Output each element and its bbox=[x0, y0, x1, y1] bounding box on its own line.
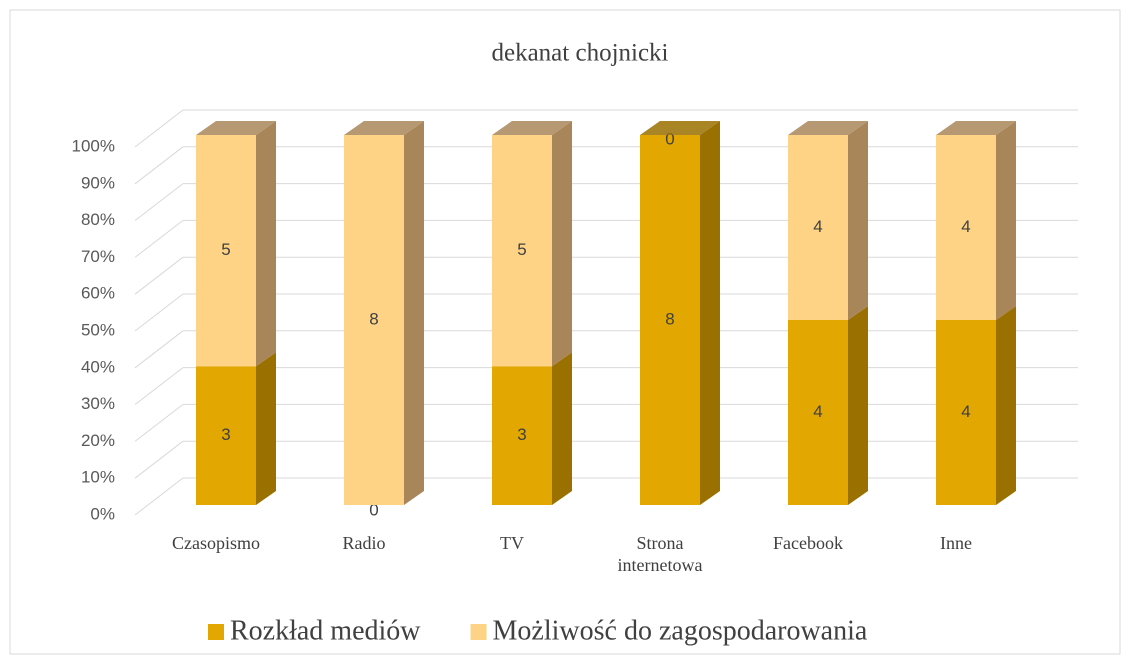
bar bbox=[788, 320, 848, 505]
bar-top bbox=[788, 121, 868, 135]
bar bbox=[344, 135, 404, 505]
bar-side bbox=[700, 121, 720, 505]
side-grid-line bbox=[134, 293, 184, 332]
bar bbox=[196, 366, 256, 505]
y-tick-label: 50% bbox=[81, 320, 115, 339]
x-tick-label: Czasopismo bbox=[172, 533, 260, 553]
side-grid-line bbox=[134, 477, 184, 516]
bar-side bbox=[996, 121, 1016, 320]
x-tick-label: Inne bbox=[940, 533, 972, 553]
data-label: 3 bbox=[517, 425, 526, 444]
y-tick-label: 70% bbox=[81, 247, 115, 266]
bar-side bbox=[996, 306, 1016, 505]
chart-title: dekanat chojnicki bbox=[491, 40, 668, 67]
legend-swatch bbox=[208, 624, 224, 640]
x-tick-label: Facebook bbox=[773, 533, 843, 553]
bar bbox=[640, 135, 700, 505]
bar-top bbox=[936, 121, 1016, 135]
y-tick-label: 80% bbox=[81, 210, 115, 229]
legend-swatch bbox=[470, 624, 487, 640]
data-label: 3 bbox=[221, 425, 230, 444]
side-grid-line bbox=[134, 256, 184, 295]
side-grid-line bbox=[134, 330, 184, 369]
y-tick-label: 60% bbox=[81, 284, 115, 303]
bar-side bbox=[552, 121, 572, 367]
x-tick-label: Strona internetowa bbox=[618, 533, 703, 575]
data-label: 5 bbox=[221, 240, 230, 259]
side-grid-line bbox=[134, 109, 184, 148]
y-tick-label: 40% bbox=[81, 357, 115, 376]
y-tick-label: 90% bbox=[81, 173, 115, 192]
y-tick-label: 100% bbox=[72, 136, 115, 155]
bar-side bbox=[404, 121, 424, 505]
bar-side bbox=[848, 306, 868, 505]
bar-side bbox=[256, 352, 276, 505]
bar-top bbox=[492, 121, 572, 135]
legend-label: Możliwość do zagospodarowania bbox=[493, 615, 868, 646]
legend-label: Rozkład mediów bbox=[230, 615, 421, 646]
side-grid-line bbox=[134, 367, 184, 405]
bar bbox=[492, 135, 552, 367]
side-grid-line bbox=[134, 404, 184, 442]
bar-top bbox=[640, 121, 720, 135]
data-label: 4 bbox=[813, 217, 822, 236]
y-tick-label: 0% bbox=[90, 504, 115, 523]
data-label: 8 bbox=[369, 309, 378, 328]
y-tick-label: 30% bbox=[81, 394, 115, 413]
bar-side bbox=[552, 352, 572, 505]
data-label: 4 bbox=[813, 402, 822, 421]
bar bbox=[196, 135, 256, 367]
bar-side bbox=[256, 121, 276, 367]
side-grid-line bbox=[134, 183, 184, 221]
data-label: 5 bbox=[517, 240, 526, 259]
data-label: 0 bbox=[665, 129, 674, 148]
x-tick-label: Radio bbox=[343, 533, 386, 553]
bar bbox=[788, 135, 848, 320]
bar-side bbox=[848, 121, 868, 320]
data-label: 4 bbox=[961, 217, 970, 236]
y-tick-label: 10% bbox=[81, 468, 115, 487]
bar bbox=[936, 135, 996, 320]
data-label: 4 bbox=[961, 402, 970, 421]
bar bbox=[492, 366, 552, 505]
data-label: 8 bbox=[665, 309, 674, 328]
side-grid-line bbox=[134, 146, 184, 185]
bar bbox=[936, 320, 996, 505]
side-grid-line bbox=[134, 440, 184, 479]
bar-top bbox=[344, 121, 424, 135]
side-grid-line bbox=[134, 220, 184, 258]
data-label: 0 bbox=[369, 500, 378, 519]
x-tick-label: TV bbox=[500, 533, 524, 553]
bar-top bbox=[196, 121, 276, 135]
y-tick-label: 20% bbox=[81, 431, 115, 450]
